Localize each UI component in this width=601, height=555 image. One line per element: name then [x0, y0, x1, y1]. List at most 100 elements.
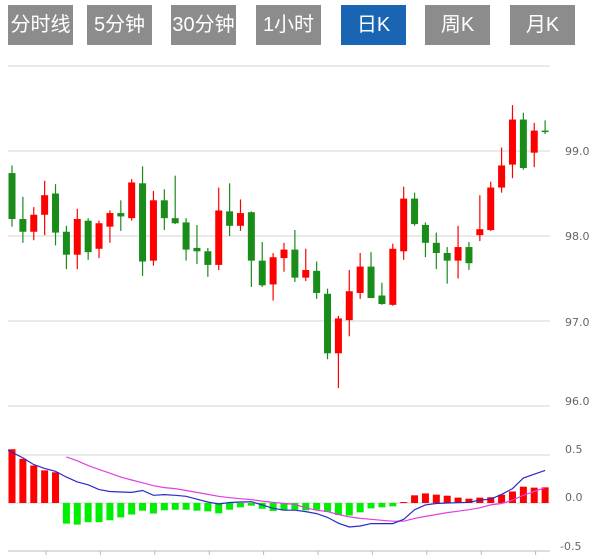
macd-bar-negative	[215, 503, 223, 514]
macd-bar-negative	[302, 503, 310, 511]
candle-body	[52, 193, 60, 233]
candle-body	[280, 249, 288, 259]
candle-body	[19, 219, 27, 232]
price-tick-label: 99.0	[565, 145, 590, 158]
tab-daily-k[interactable]: 日K	[341, 5, 406, 45]
tab-1hour[interactable]: 1小时	[256, 5, 321, 45]
candle-body	[226, 211, 234, 226]
candle-down	[226, 183, 234, 236]
macd-bar-positive	[530, 487, 538, 503]
period-tabs: 分时线 5分钟 30分钟 1小时 日K 周K 月K	[0, 0, 601, 50]
macd-bar-negative	[345, 503, 353, 516]
macd-bar-positive	[19, 458, 27, 503]
candle-down	[182, 218, 190, 261]
candle-body	[465, 247, 473, 264]
candle-body	[117, 213, 125, 217]
candle-down	[171, 175, 179, 225]
candle-body	[530, 130, 538, 153]
candle-down	[193, 224, 201, 265]
candle-body	[508, 119, 516, 165]
candle-body	[411, 198, 419, 225]
tab-5min[interactable]: 5分钟	[87, 5, 152, 45]
macd-bar-positive	[432, 494, 440, 503]
macd-bar-positive	[421, 493, 429, 503]
candle-down	[432, 232, 440, 270]
candle-up	[476, 195, 484, 242]
candle-down	[465, 241, 473, 270]
macd-bar-negative	[367, 503, 375, 509]
tab-30min[interactable]: 30分钟	[171, 5, 236, 45]
macd-histogram	[8, 449, 549, 525]
candle-up	[356, 253, 364, 299]
macd-axis-labels: 0.5 0.0 -0.5	[560, 443, 583, 553]
macd-bar-negative	[378, 503, 386, 508]
macd-bar-negative	[226, 503, 234, 510]
candle-up	[280, 242, 288, 272]
macd-bar-negative	[128, 503, 136, 515]
candle-down	[324, 288, 332, 360]
candle-down	[541, 120, 549, 134]
candle-body	[313, 270, 321, 293]
candle-down	[421, 222, 429, 258]
macd-bar-positive	[508, 491, 516, 503]
macd-bar-positive	[41, 470, 49, 503]
candle-body	[356, 266, 364, 293]
candle-down	[84, 218, 92, 260]
candle-up	[215, 187, 223, 270]
macd-lines	[7, 449, 546, 528]
candle-body	[73, 219, 81, 255]
candle-up	[236, 199, 244, 231]
candle-body	[389, 248, 397, 305]
macd-bar-negative	[182, 503, 190, 510]
macd-bar-positive	[541, 487, 549, 503]
candle-up	[302, 248, 310, 282]
candle-up	[530, 122, 538, 168]
candle-body	[432, 242, 440, 253]
price-tick-label: 98.0	[565, 230, 590, 243]
macd-bar-negative	[236, 503, 244, 508]
candle-body	[193, 247, 201, 252]
candle-body	[106, 213, 114, 227]
candle-up	[334, 315, 342, 389]
macd-bar-negative	[356, 503, 364, 513]
candle-body	[345, 291, 353, 321]
candle-up	[345, 270, 353, 337]
candle-body	[258, 260, 266, 286]
macd-bar-negative	[291, 503, 299, 510]
tab-monthly-k[interactable]: 月K	[510, 5, 575, 45]
macd-bar-negative	[95, 503, 103, 523]
candle-down	[411, 192, 419, 226]
candles	[8, 105, 549, 389]
candle-body	[139, 183, 147, 262]
macd-bar-negative	[204, 503, 212, 512]
macd-bar-positive	[8, 449, 16, 503]
candle-body	[95, 223, 103, 249]
candle-body	[541, 130, 549, 133]
candle-up	[498, 147, 506, 193]
macd-bar-positive	[498, 494, 506, 503]
candle-up	[41, 180, 49, 236]
candle-body	[182, 222, 190, 250]
candle-up	[128, 179, 136, 221]
candle-up	[269, 253, 277, 301]
candle-body	[160, 200, 168, 219]
tab-intraday[interactable]: 分时线	[8, 5, 73, 45]
macd-bar-negative	[106, 503, 114, 521]
candle-body	[149, 200, 157, 261]
candle-body	[128, 182, 136, 219]
macd-bar-positive	[30, 465, 38, 503]
candle-body	[400, 198, 408, 252]
dif-line	[7, 449, 546, 528]
candle-up	[487, 181, 495, 231]
candle-up	[454, 225, 462, 279]
candle-body	[421, 224, 429, 243]
macd-bar-negative	[269, 503, 277, 511]
candle-down	[313, 261, 321, 299]
candle-body	[84, 220, 92, 253]
price-tick-label: 96.0	[565, 395, 590, 408]
macd-bar-negative	[171, 503, 179, 510]
macd-tick-label: 0.0	[565, 491, 583, 504]
candle-down	[443, 247, 451, 284]
candle-body	[269, 257, 277, 285]
tab-weekly-k[interactable]: 周K	[425, 5, 490, 45]
